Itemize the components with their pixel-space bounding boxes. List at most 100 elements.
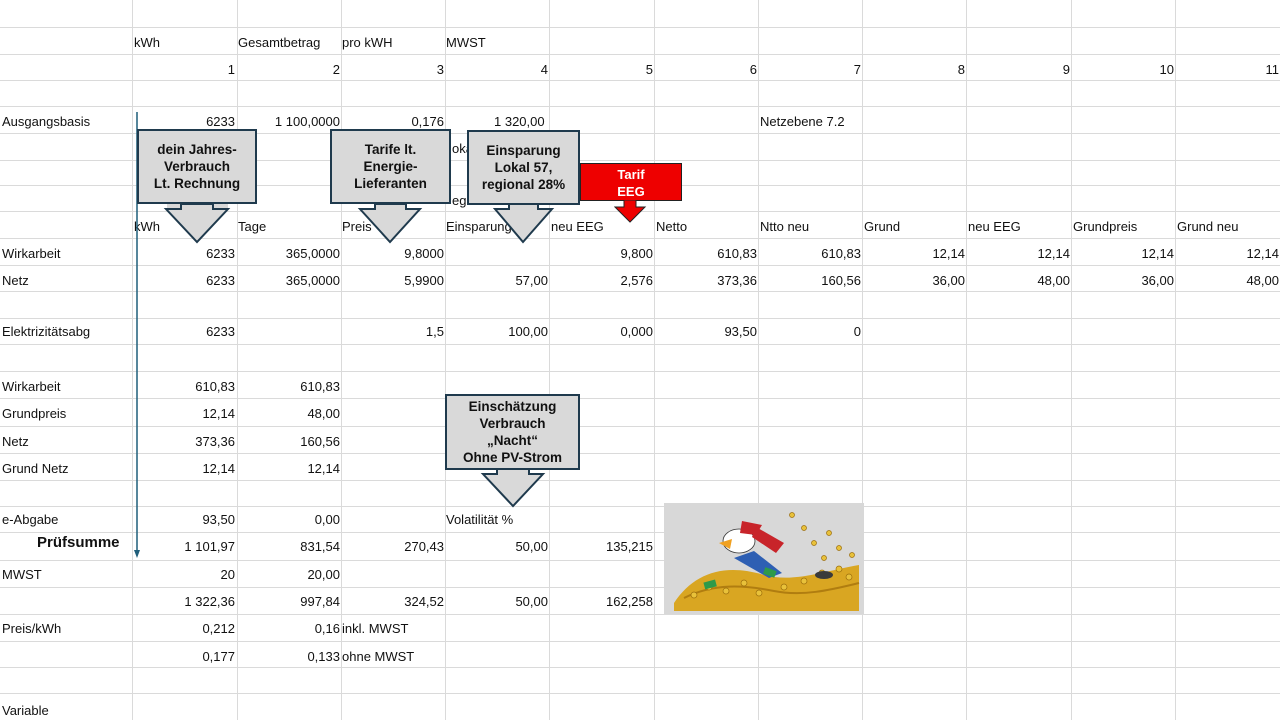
cell-netz-c5[interactable]: 2,576 — [620, 273, 653, 288]
cell-wirkarbeit-c2[interactable]: 365,0000 — [285, 246, 340, 261]
row-label-e-abgabe[interactable]: e-Abgabe — [2, 512, 59, 527]
cell-summary-grundpreis-c1[interactable]: 12,14 — [202, 406, 235, 421]
cell-preis2-c1[interactable]: 0,177 — [202, 649, 235, 664]
cell-wirkarbeit-c3[interactable]: 9,8000 — [404, 246, 444, 261]
col-number[interactable]: 4 — [540, 62, 548, 77]
row-label-summary-netz[interactable]: Netz — [2, 434, 29, 449]
header-netto[interactable]: Netto — [656, 219, 688, 234]
cell-ausgangsbasis-gesamt[interactable]: 1 100,0000 — [274, 114, 340, 129]
row-label-variable[interactable]: Variable — [2, 703, 49, 718]
cell-total-c2[interactable]: 997,84 — [300, 594, 340, 609]
cell-ausgangsbasis-mwst[interactable]: 1 320,00 — [494, 114, 545, 129]
col-number[interactable]: 7 — [853, 62, 861, 77]
header-grund-neu[interactable]: Grund neu — [1177, 219, 1239, 234]
cell-mwst-c1[interactable]: 20 — [220, 567, 235, 582]
row-label-ausgangsbasis[interactable]: Ausgangsbasis — [2, 114, 91, 129]
cell-preis-note-inkl[interactable]: inkl. MWST — [342, 621, 409, 636]
col-number[interactable]: 8 — [957, 62, 965, 77]
cell-wirkarbeit-c1[interactable]: 6233 — [206, 246, 235, 261]
cell-elek-c6[interactable]: 93,50 — [724, 324, 757, 339]
cell-netz-c7[interactable]: 160,56 — [821, 273, 861, 288]
col-number[interactable]: 3 — [436, 62, 444, 77]
cell-pruefsumme-c2[interactable]: 831,54 — [300, 539, 340, 554]
header-grundpreis[interactable]: Grundpreis — [1073, 219, 1138, 234]
cell-wirkarbeit-c10[interactable]: 12,14 — [1141, 246, 1174, 261]
row-label-mwst[interactable]: MWST — [2, 567, 42, 582]
cell-total-c5[interactable]: 162,258 — [606, 594, 653, 609]
cell-wirkarbeit-c9[interactable]: 12,14 — [1037, 246, 1070, 261]
header-einsparung[interactable]: Einsparung — [446, 219, 512, 234]
cell-eabgabe-c2[interactable]: 0,00 — [314, 512, 340, 527]
col-number[interactable]: 9 — [1062, 62, 1070, 77]
row-label-summary-grundpreis[interactable]: Grundpreis — [2, 406, 67, 421]
cell-pruefsumme-c5[interactable]: 135,215 — [606, 539, 653, 554]
header-grund[interactable]: Grund — [864, 219, 901, 234]
header-ntto-neu[interactable]: Ntto neu — [760, 219, 810, 234]
cell-wirkarbeit-c8[interactable]: 12,14 — [932, 246, 965, 261]
header-neu-eeg-2[interactable]: neu EEG — [968, 219, 1021, 234]
header-neu-eeg[interactable]: neu EEG — [551, 219, 604, 234]
cell-elek-c5[interactable]: 0,000 — [620, 324, 653, 339]
cell-netz-c9[interactable]: 48,00 — [1037, 273, 1070, 288]
cell-wirkarbeit-c7[interactable]: 610,83 — [821, 246, 861, 261]
row-label-preis-kwh[interactable]: Preis/kWh — [2, 621, 62, 636]
cell-elek-c1[interactable]: 6233 — [206, 324, 235, 339]
cell-ausgangsbasis-prokwh[interactable]: 0,176 — [411, 114, 444, 129]
cell-eabgabe-c1[interactable]: 93,50 — [202, 512, 235, 527]
row-label-summary-wirkarbeit[interactable]: Wirkarbeit — [2, 379, 61, 394]
col-number[interactable]: 5 — [645, 62, 653, 77]
cell-summary-grundpreis-c2[interactable]: 48,00 — [307, 406, 340, 421]
cell-elek-c4[interactable]: 100,00 — [508, 324, 548, 339]
col-number[interactable]: 1 — [227, 62, 235, 77]
cell-elek-c3[interactable]: 1,5 — [425, 324, 444, 339]
header-tage[interactable]: Tage — [238, 219, 267, 234]
row-label-netz[interactable]: Netz — [2, 273, 29, 288]
cell-fragment-regional[interactable]: egi — [452, 193, 470, 208]
header-kwh-2[interactable]: kWh — [134, 219, 160, 234]
row-label-elektrizitaetsabgabe[interactable]: Elektrizitätsabg — [2, 324, 91, 339]
header-pro-kwh[interactable]: pro kWH — [342, 35, 393, 50]
cell-netz-c3[interactable]: 5,9900 — [404, 273, 444, 288]
cell-pruefsumme-c3[interactable]: 270,43 — [404, 539, 444, 554]
cell-netz-c4[interactable]: 57,00 — [515, 273, 548, 288]
header-gesamtbetrag[interactable]: Gesamtbetrag — [238, 35, 321, 50]
pruefsumme-label[interactable]: Prüfsumme — [37, 534, 120, 551]
header-kwh[interactable]: kWh — [134, 35, 160, 50]
cell-elek-c7[interactable]: 0 — [853, 324, 861, 339]
cell-preis-c1[interactable]: 0,212 — [202, 621, 235, 636]
cell-summary-netz-c1[interactable]: 373,36 — [195, 434, 235, 449]
cell-summary-grund-netz-c1[interactable]: 12,14 — [202, 461, 235, 476]
cell-total-c3[interactable]: 324,52 — [404, 594, 444, 609]
header-mwst[interactable]: MWST — [446, 35, 486, 50]
cell-netz-c11[interactable]: 48,00 — [1246, 273, 1279, 288]
cell-wirkarbeit-c11[interactable]: 12,14 — [1246, 246, 1279, 261]
cell-wirkarbeit-c6[interactable]: 610,83 — [717, 246, 757, 261]
cell-total-c1[interactable]: 1 322,36 — [184, 594, 235, 609]
row-label-wirkarbeit[interactable]: Wirkarbeit — [2, 246, 61, 261]
header-preis[interactable]: Preis — [342, 219, 372, 234]
col-number[interactable]: 10 — [1159, 62, 1174, 77]
col-number[interactable]: 6 — [749, 62, 757, 77]
col-number[interactable]: 11 — [1265, 62, 1280, 77]
row-label-summary-grund-netz[interactable]: Grund Netz — [2, 461, 69, 476]
cell-netz-c2[interactable]: 365,0000 — [285, 273, 340, 288]
cell-total-c4[interactable]: 50,00 — [515, 594, 548, 609]
cell-summary-wirkarbeit-c1[interactable]: 610,83 — [195, 379, 235, 394]
cell-summary-netz-c2[interactable]: 160,56 — [300, 434, 340, 449]
cell-preis-note-ohne[interactable]: ohne MWST — [342, 649, 415, 664]
cell-netz-c8[interactable]: 36,00 — [932, 273, 965, 288]
cell-preis-c2[interactable]: 0,16 — [314, 621, 340, 636]
cell-summary-grund-netz-c2[interactable]: 12,14 — [307, 461, 340, 476]
cell-summary-wirkarbeit-c2[interactable]: 610,83 — [300, 379, 340, 394]
cell-netz-c10[interactable]: 36,00 — [1141, 273, 1174, 288]
col-number[interactable]: 2 — [332, 62, 340, 77]
cell-wirkarbeit-c5[interactable]: 9,800 — [620, 246, 653, 261]
cell-netz-c6[interactable]: 373,36 — [717, 273, 757, 288]
cell-volatilitaet-label[interactable]: Volatilität % — [446, 512, 514, 527]
cell-pruefsumme-c1[interactable]: 1 101,97 — [184, 539, 235, 554]
cell-ausgangsbasis-kwh[interactable]: 6233 — [206, 114, 235, 129]
cell-preis2-c2[interactable]: 0,133 — [307, 649, 340, 664]
cell-netz-c1[interactable]: 6233 — [206, 273, 235, 288]
cell-mwst-c2[interactable]: 20,00 — [307, 567, 340, 582]
cell-netzebene[interactable]: Netzebene 7.2 — [760, 114, 845, 129]
